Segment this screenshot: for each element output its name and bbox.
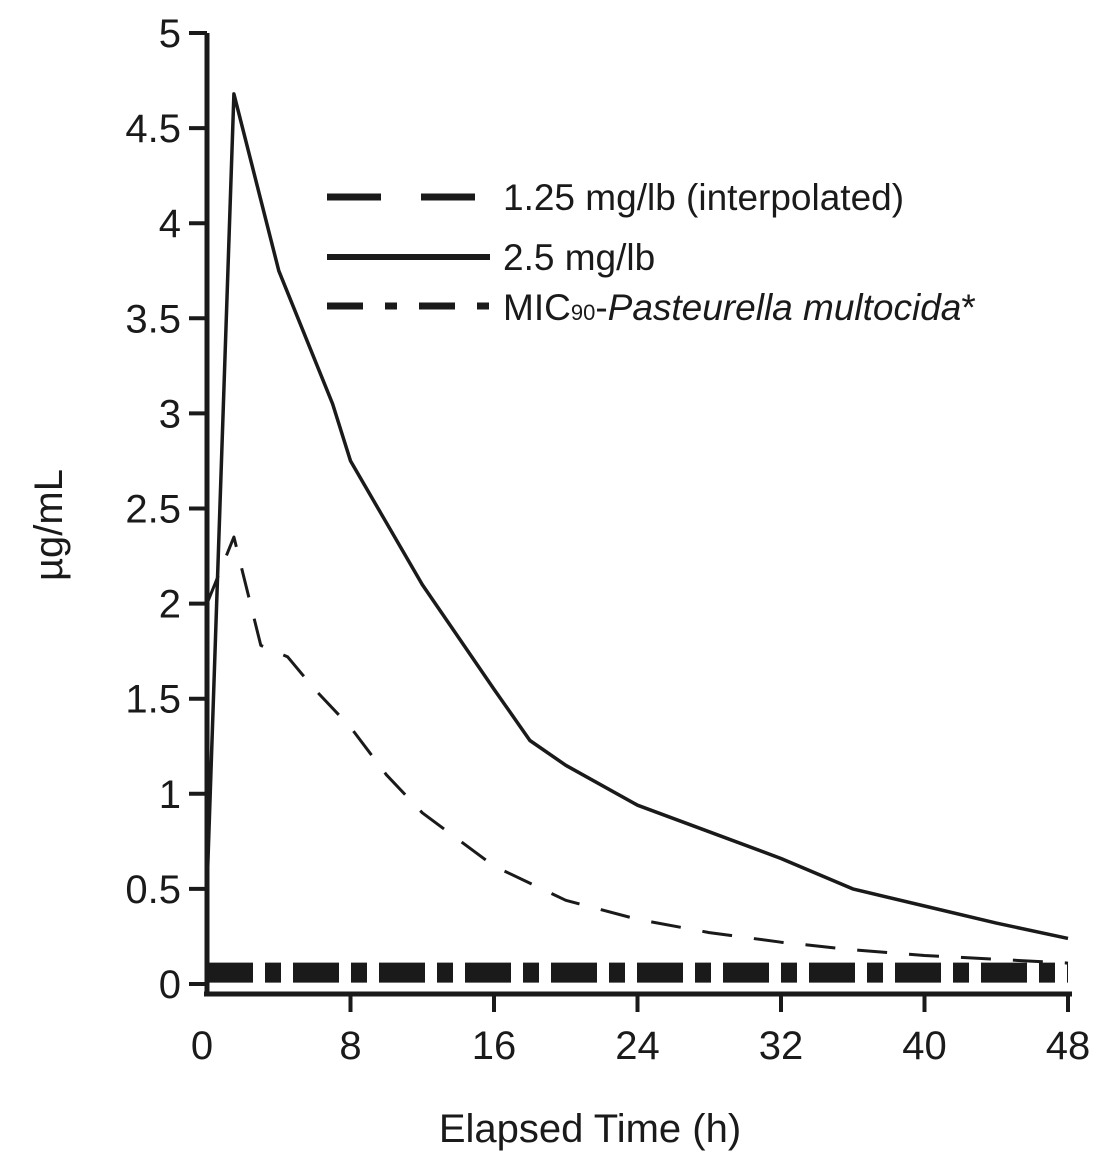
y-axis-label: µg/mL: [27, 469, 71, 581]
ticks: 0 0.5 1 1.5 2 2.5 3 3.5 4 4.5 5 0 8 16 24 32 40 48: [125, 12, 1090, 1068]
series-line-2: [205, 92, 1069, 941]
legend-label-series-2: 2.5 mg/lb: [503, 237, 655, 278]
y-tick-label: 0.5: [125, 868, 181, 912]
y-tick-label: 4.5: [125, 107, 181, 151]
series-line-1: [205, 535, 1069, 965]
y-tick-label: 1: [159, 773, 181, 817]
legend-label-series-3-italic: Pasteurella multocida: [608, 287, 962, 328]
y-tick-label: 2: [159, 583, 181, 627]
y-tick-label: 2.5: [125, 488, 181, 532]
x-tick-label: 0: [191, 1024, 213, 1068]
y-tick-label: 4: [159, 202, 181, 246]
legend: 1.25 mg/lb (interpolated) 2.5 mg/lb MIC9…: [327, 177, 976, 328]
y-tick-label: 0: [159, 963, 181, 1007]
x-tick-label: 16: [472, 1024, 517, 1068]
x-tick-label: 32: [759, 1024, 804, 1068]
x-tick-label: 48: [1046, 1024, 1091, 1068]
legend-label-series-3: MIC90-Pasteurella multocida*: [503, 287, 976, 328]
x-tick-label: 8: [339, 1024, 361, 1068]
legend-label-series-3-subscript: 90: [571, 300, 595, 325]
y-tick-label: 1.5: [125, 678, 181, 722]
plot-lines: [205, 92, 1069, 983]
y-tick-label: 3.5: [125, 297, 181, 341]
y-tick-label: 5: [159, 12, 181, 56]
x-tick-label: 24: [615, 1024, 660, 1068]
legend-label-series-3-separator: -: [595, 287, 607, 328]
legend-label-series-1: 1.25 mg/lb (interpolated): [503, 177, 904, 218]
legend-label-series-3-suffix: *: [961, 287, 975, 328]
x-tick-label: 40: [902, 1024, 947, 1068]
legend-label-series-3-prefix: MIC: [503, 287, 571, 328]
x-axis-label: Elapsed Time (h): [439, 1107, 741, 1151]
y-tick-label: 3: [159, 392, 181, 436]
